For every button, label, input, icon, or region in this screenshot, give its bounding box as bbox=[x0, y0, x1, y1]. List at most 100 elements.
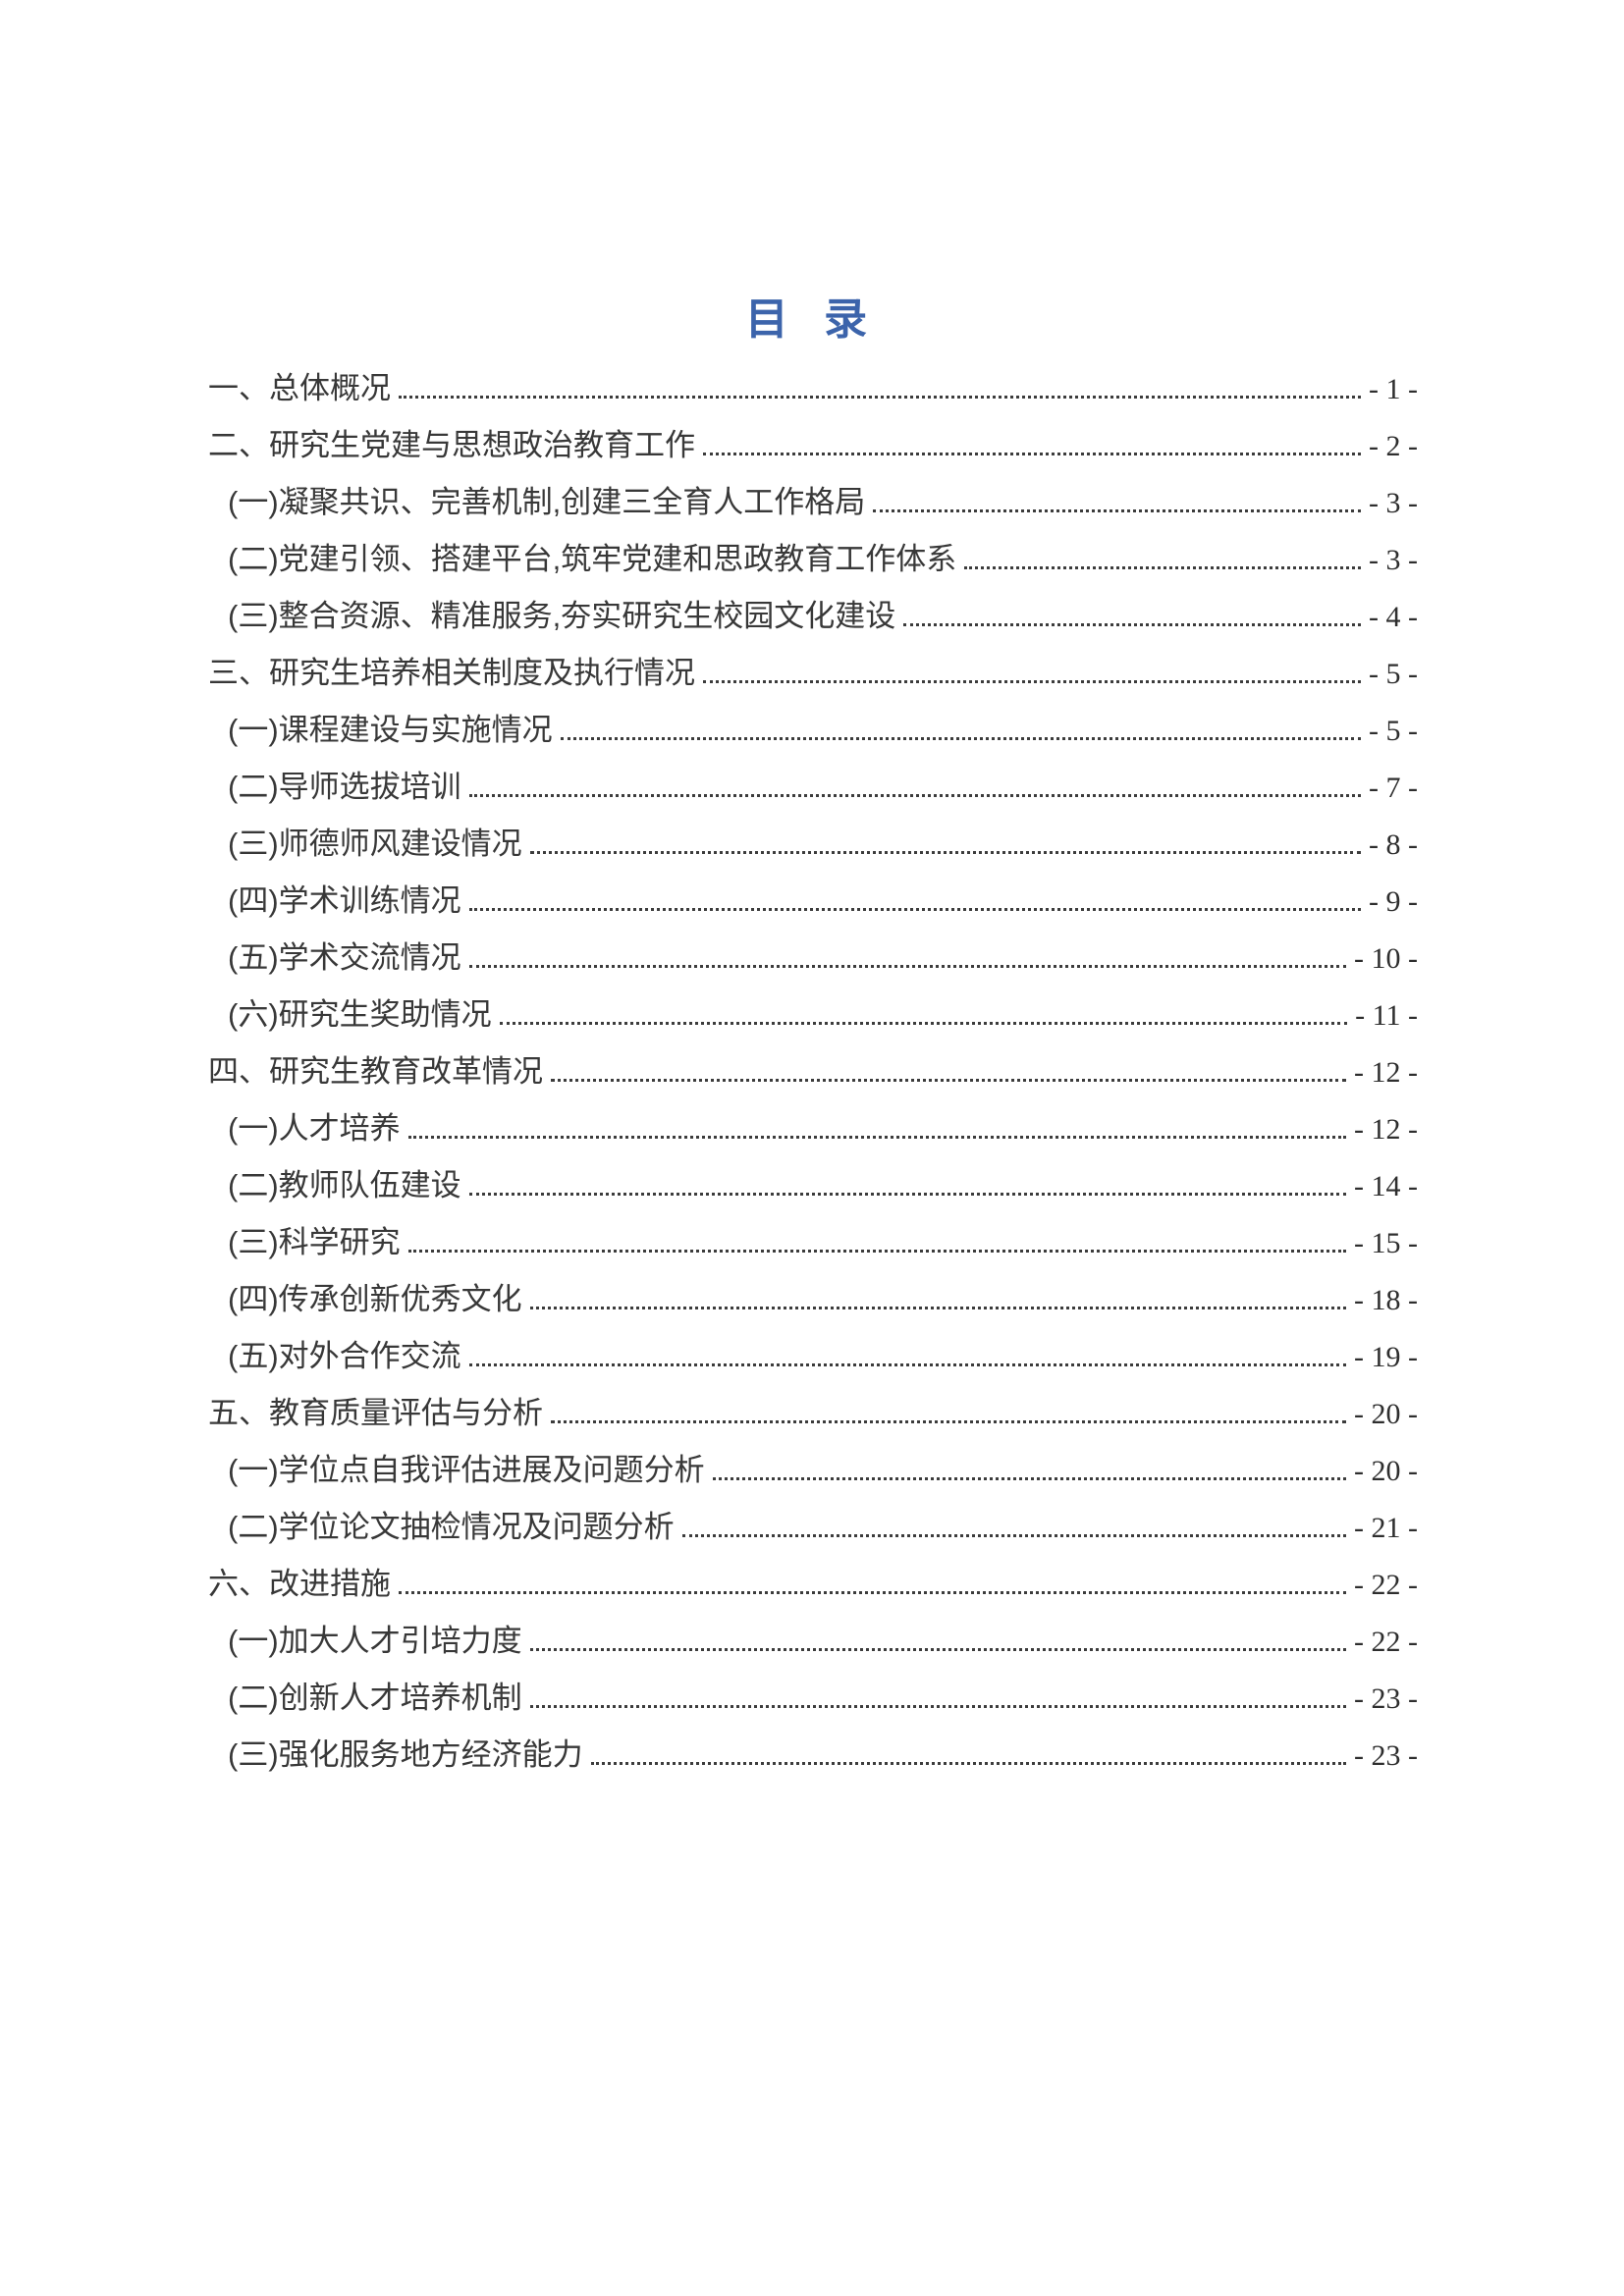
toc-entry-page-number: - 1 - bbox=[1369, 372, 1418, 405]
toc-entry-label: (一)凝聚共识、完善机制,创建三全育人工作格局 bbox=[228, 484, 866, 519]
table-of-contents: 一、总体概况 - 1 - 二、研究生党建与思想政治教育工作 - 2 - (一)凝聚共识、… bbox=[208, 358, 1418, 1782]
toc-entry[interactable]: (一)凝聚共识、完善机制,创建三全育人工作格局 - 3 - bbox=[208, 472, 1418, 529]
toc-entry[interactable]: 二、研究生党建与思想政治教育工作 - 2 - bbox=[208, 415, 1418, 472]
dot-leader bbox=[551, 1383, 1347, 1423]
toc-entry-label: 四、研究生教育改革情况 bbox=[208, 1053, 543, 1089]
toc-entry-page-number: - 3 - bbox=[1369, 543, 1418, 576]
toc-entry[interactable]: (一)学位点自我评估进展及问题分析 - 20 - bbox=[208, 1440, 1418, 1497]
toc-entry-label: (三)强化服务地方经济能力 bbox=[228, 1736, 583, 1772]
toc-entry-label: (四)传承创新优秀文化 bbox=[228, 1281, 522, 1316]
toc-entry-page-number: - 10 - bbox=[1354, 941, 1418, 975]
dot-leader bbox=[529, 814, 1362, 854]
toc-entry-label: 三、研究生培养相关制度及执行情况 bbox=[208, 655, 695, 690]
toc-entry[interactable]: (二)导师选拔培训 - 7 - bbox=[208, 757, 1418, 814]
toc-entry-page-number: - 20 - bbox=[1354, 1454, 1418, 1487]
toc-entry[interactable]: (一)课程建设与实施情况 - 5 - bbox=[208, 700, 1418, 757]
toc-entry-label: (二)导师选拔培训 bbox=[228, 769, 461, 804]
dot-leader bbox=[499, 985, 1348, 1025]
dot-leader bbox=[468, 1326, 1347, 1366]
dot-leader bbox=[529, 1668, 1347, 1708]
toc-entry-label: (三)科学研究 bbox=[228, 1224, 401, 1259]
toc-entry[interactable]: (三)科学研究 - 15 - bbox=[208, 1212, 1418, 1269]
toc-entry-page-number: - 2 - bbox=[1369, 429, 1418, 462]
toc-entry-page-number: - 23 - bbox=[1354, 1682, 1418, 1715]
toc-entry-label: (三)师德师风建设情况 bbox=[228, 826, 522, 861]
toc-entry-label: (二)党建引领、搭建平台,筑牢党建和思政教育工作体系 bbox=[228, 541, 957, 576]
toc-entry-page-number: - 3 - bbox=[1369, 486, 1418, 519]
toc-entry-label: 二、研究生党建与思想政治教育工作 bbox=[208, 427, 695, 462]
toc-entry-page-number: - 22 - bbox=[1354, 1568, 1418, 1601]
toc-entry-label: (二)学位论文抽检情况及问题分析 bbox=[228, 1509, 675, 1544]
toc-entry-label: 六、改进措施 bbox=[208, 1566, 391, 1601]
dot-leader bbox=[468, 871, 1362, 911]
toc-entry-label: (五)对外合作交流 bbox=[228, 1338, 461, 1373]
dot-leader bbox=[703, 643, 1362, 683]
toc-entry-label: (一)人才培养 bbox=[228, 1110, 401, 1146]
toc-entry-page-number: - 21 - bbox=[1354, 1511, 1418, 1544]
toc-entry-page-number: - 18 - bbox=[1354, 1283, 1418, 1316]
toc-entry[interactable]: (二)创新人才培养机制 - 23 - bbox=[208, 1668, 1418, 1725]
toc-entry[interactable]: (一)加大人才引培力度 - 22 - bbox=[208, 1611, 1418, 1668]
toc-entry[interactable]: (三)强化服务地方经济能力 - 23 - bbox=[208, 1725, 1418, 1782]
toc-entry[interactable]: (三)师德师风建设情况 - 8 - bbox=[208, 814, 1418, 871]
dot-leader bbox=[529, 1611, 1347, 1651]
toc-entry[interactable]: (一)人才培养 - 12 - bbox=[208, 1098, 1418, 1155]
dot-leader bbox=[703, 415, 1362, 455]
toc-entry-label: (二)创新人才培养机制 bbox=[228, 1680, 522, 1715]
toc-entry[interactable]: (六)研究生奖助情况 - 11 - bbox=[208, 985, 1418, 1041]
page-title: 目 录 bbox=[744, 295, 880, 344]
toc-entry-page-number: - 23 - bbox=[1354, 1738, 1418, 1772]
dot-leader bbox=[399, 1554, 1347, 1594]
toc-entry-page-number: - 22 - bbox=[1354, 1625, 1418, 1658]
toc-entry-label: (三)整合资源、精准服务,夯实研究生校园文化建设 bbox=[228, 598, 896, 633]
toc-entry[interactable]: 一、总体概况 - 1 - bbox=[208, 358, 1418, 415]
dot-leader bbox=[407, 1212, 1347, 1253]
toc-entry-page-number: - 12 - bbox=[1354, 1112, 1418, 1146]
toc-entry[interactable]: 四、研究生教育改革情况 - 12 - bbox=[208, 1041, 1418, 1098]
toc-entry-page-number: - 14 - bbox=[1354, 1169, 1418, 1202]
toc-entry-label: 一、总体概况 bbox=[208, 370, 391, 405]
toc-entry[interactable]: (三)整合资源、精准服务,夯实研究生校园文化建设 - 4 - bbox=[208, 586, 1418, 643]
dot-leader bbox=[873, 472, 1362, 512]
toc-entry[interactable]: 五、教育质量评估与分析 - 20 - bbox=[208, 1383, 1418, 1440]
toc-entry[interactable]: (五)学术交流情况 - 10 - bbox=[208, 928, 1418, 985]
toc-entry-page-number: - 9 - bbox=[1369, 884, 1418, 918]
toc-entry-page-number: - 15 - bbox=[1354, 1226, 1418, 1259]
toc-entry[interactable]: (四)学术训练情况 - 9 - bbox=[208, 871, 1418, 928]
dot-leader bbox=[560, 700, 1362, 740]
toc-entry[interactable]: (二)学位论文抽检情况及问题分析 - 21 - bbox=[208, 1497, 1418, 1554]
toc-entry-page-number: - 19 - bbox=[1354, 1340, 1418, 1373]
toc-entry[interactable]: (二)教师队伍建设 - 14 - bbox=[208, 1155, 1418, 1212]
toc-entry-page-number: - 12 - bbox=[1354, 1055, 1418, 1089]
toc-entry-page-number: - 4 - bbox=[1369, 600, 1418, 633]
toc-entry-label: (一)加大人才引培力度 bbox=[228, 1623, 522, 1658]
dot-leader bbox=[590, 1725, 1347, 1765]
toc-entry-label: (六)研究生奖助情况 bbox=[228, 996, 492, 1032]
toc-entry-page-number: - 20 - bbox=[1354, 1397, 1418, 1430]
toc-entry[interactable]: 六、改进措施 - 22 - bbox=[208, 1554, 1418, 1611]
toc-entry-page-number: - 8 - bbox=[1369, 828, 1418, 861]
dot-leader bbox=[529, 1269, 1347, 1309]
dot-leader bbox=[964, 529, 1362, 569]
dot-leader bbox=[712, 1440, 1347, 1480]
dot-leader bbox=[468, 757, 1362, 797]
dot-leader bbox=[399, 358, 1362, 399]
toc-entry-page-number: - 5 - bbox=[1369, 657, 1418, 690]
toc-entry[interactable]: 三、研究生培养相关制度及执行情况 - 5 - bbox=[208, 643, 1418, 700]
toc-entry-page-number: - 5 - bbox=[1369, 714, 1418, 747]
toc-entry-page-number: - 11 - bbox=[1355, 998, 1418, 1032]
dot-leader bbox=[468, 928, 1347, 968]
toc-entry-label: (一)课程建设与实施情况 bbox=[228, 712, 553, 747]
toc-entry[interactable]: (四)传承创新优秀文化 - 18 - bbox=[208, 1269, 1418, 1326]
dot-leader bbox=[407, 1098, 1347, 1139]
toc-entry-label: (一)学位点自我评估进展及问题分析 bbox=[228, 1452, 705, 1487]
toc-entry-page-number: - 7 - bbox=[1369, 771, 1418, 804]
toc-entry-label: (二)教师队伍建设 bbox=[228, 1167, 461, 1202]
dot-leader bbox=[903, 586, 1362, 626]
toc-entry-label: (四)学术训练情况 bbox=[228, 882, 461, 918]
toc-entry-label: 五、教育质量评估与分析 bbox=[208, 1395, 543, 1430]
toc-entry-label: (五)学术交流情况 bbox=[228, 939, 461, 975]
toc-entry[interactable]: (二)党建引领、搭建平台,筑牢党建和思政教育工作体系 - 3 - bbox=[208, 529, 1418, 586]
toc-entry[interactable]: (五)对外合作交流 - 19 - bbox=[208, 1326, 1418, 1383]
dot-leader bbox=[551, 1041, 1347, 1082]
